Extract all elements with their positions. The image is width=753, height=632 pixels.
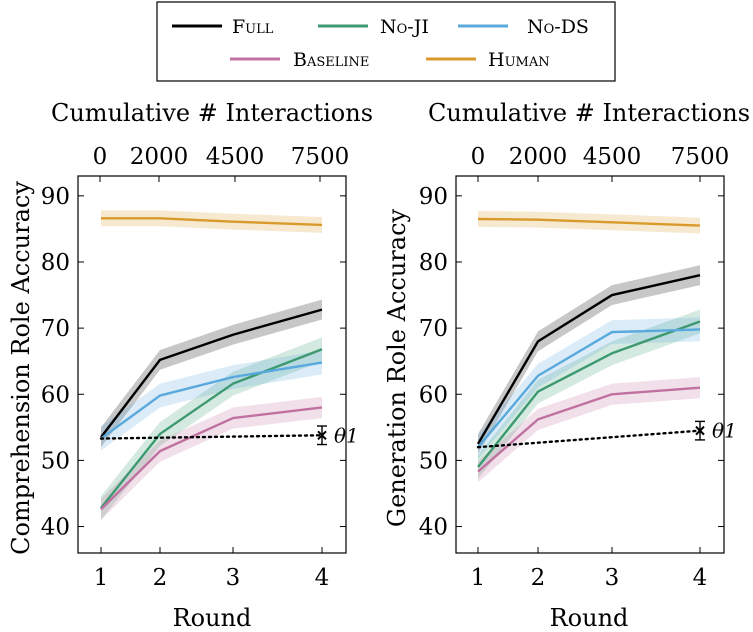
plot-frame [455,175,725,554]
series-line-no-ji [477,320,701,468]
x2-tick-label: 4500 [583,144,642,170]
chart-generation: Cumulative # Interactions Generation Rol… [383,99,750,632]
y-tick-label: 80 [419,250,448,276]
y-tick-label: 40 [41,515,70,541]
legend-label-baseline: Baseline [293,49,369,71]
legend-label-no-ji: No-JI [380,16,429,38]
x-tick-label: 2 [531,565,546,591]
x-tick-label: 1 [471,565,486,591]
x-tick-label: 4 [693,565,708,591]
legend-label-human: Human [488,49,550,71]
x2-tick-label: 7500 [671,144,730,170]
plot-frame [77,175,347,554]
legend: Full No-JI No-DS Baseline Human [156,1,616,82]
band-full [101,299,322,448]
legend-frame [156,1,616,82]
series-line-full [476,274,701,445]
series-line-no-ds [477,328,701,448]
x2-tick-label: 7500 [291,144,350,170]
reference-label: θ1 [334,423,359,447]
y-tick-label: 70 [41,316,70,342]
y-tick-label: 80 [41,250,70,276]
x2-axis-label: Cumulative # Interactions [51,99,373,127]
x-tick-label: 3 [226,565,241,591]
x-tick-label: 1 [94,565,109,591]
series-line-full [100,308,323,438]
reference-line [476,429,702,449]
legend-label-full: Full [232,16,274,38]
y-tick-label: 90 [419,184,448,210]
series-line-no-ji [100,348,323,509]
band-full [478,265,700,454]
y-tick-label: 50 [419,448,448,474]
band-no-ds [101,350,322,451]
x2-tick-label: 0 [471,144,486,170]
reference-label: θ1 [712,419,737,443]
y-tick-label: 50 [41,448,70,474]
y-axis-label: Generation Role Accuracy [383,208,411,527]
x-axis-label: Round [173,604,252,632]
x-tick-label: 3 [605,565,620,591]
reference-marker [317,430,327,440]
y-tick-label: 70 [419,316,448,342]
chart-comprehension: Cumulative # Interactions Comprehension … [7,99,373,632]
band-no-ji [101,337,322,520]
series-line-no-ds [100,361,323,440]
x-tick-label: 4 [315,565,330,591]
y-tick-label: 90 [41,184,70,210]
band-no-ji [478,309,700,479]
x2-tick-label: 2000 [130,144,189,170]
x2-tick-label: 4500 [206,144,265,170]
legend-label-no-ds: No-DS [527,16,589,38]
series-line-human [477,217,701,227]
y-tick-label: 40 [419,515,448,541]
y-tick-label: 60 [41,382,70,408]
x2-tick-label: 2000 [509,144,568,170]
x2-tick-label: 0 [93,144,108,170]
reference-marker [695,425,705,436]
reference-line [99,434,324,440]
series-line-baseline [100,406,323,511]
band-baseline [478,377,700,483]
x-tick-label: 2 [153,565,168,591]
series-line-human [101,217,323,227]
y-axis-label: Comprehension Role Accuracy [7,181,35,555]
x2-axis-label: Cumulative # Interactions [428,99,750,127]
y-tick-label: 60 [419,382,448,408]
x-axis-label: Round [550,604,629,632]
